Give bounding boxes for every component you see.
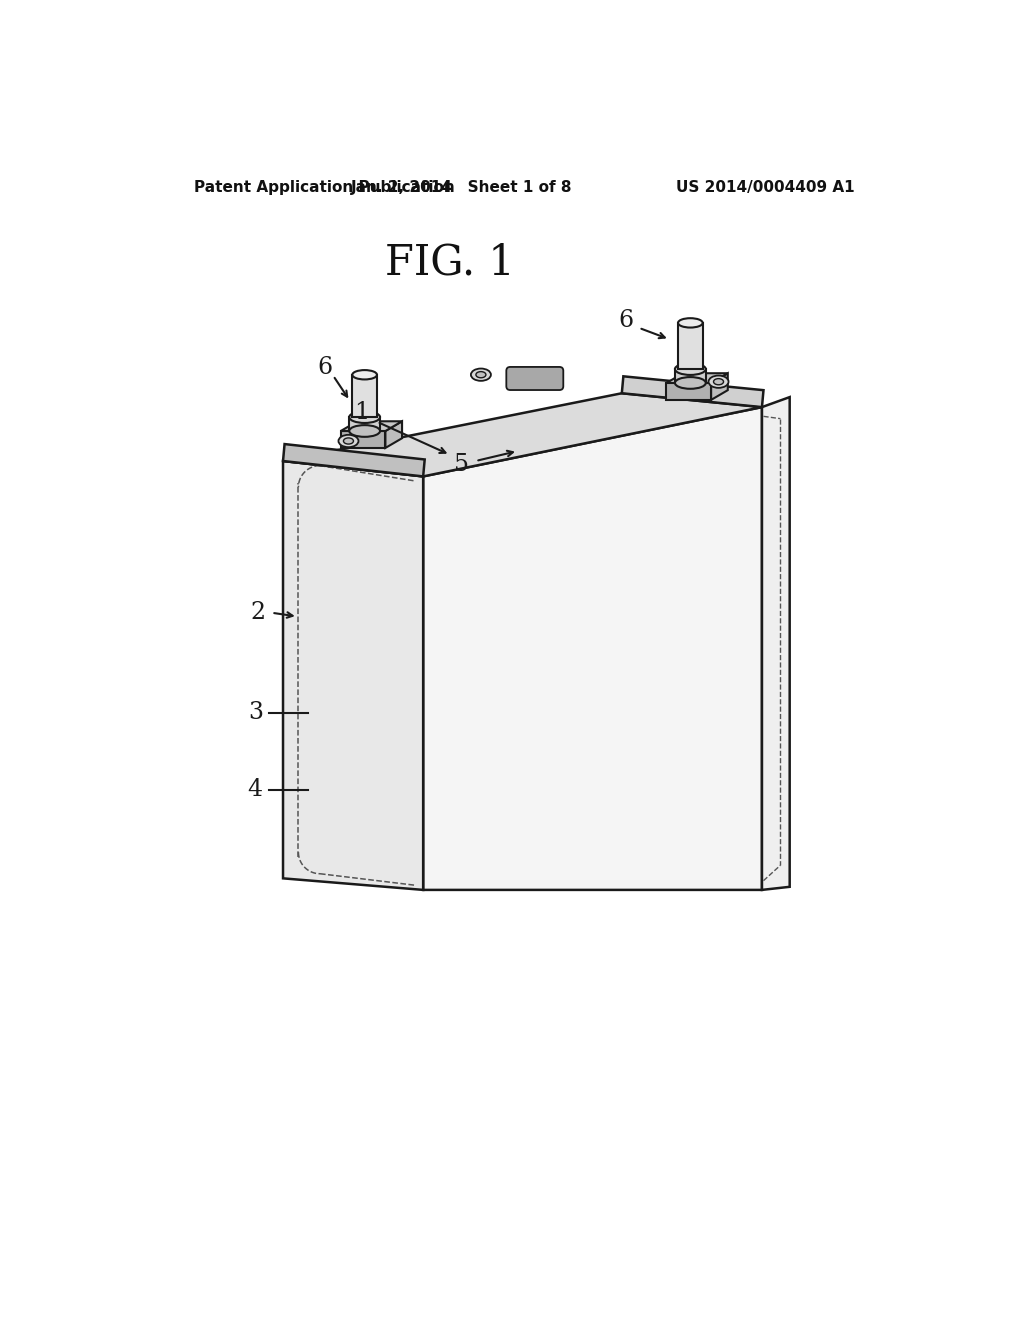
Text: 5: 5 bbox=[455, 453, 469, 477]
Text: 2: 2 bbox=[250, 601, 265, 624]
Ellipse shape bbox=[709, 376, 728, 388]
Polygon shape bbox=[283, 393, 762, 477]
Ellipse shape bbox=[675, 363, 706, 375]
Polygon shape bbox=[678, 323, 702, 370]
Polygon shape bbox=[675, 370, 706, 383]
Polygon shape bbox=[423, 407, 762, 890]
Ellipse shape bbox=[339, 434, 358, 447]
Polygon shape bbox=[283, 461, 423, 890]
Polygon shape bbox=[341, 430, 385, 447]
Ellipse shape bbox=[476, 372, 486, 378]
Ellipse shape bbox=[714, 379, 724, 385]
Text: 6: 6 bbox=[317, 356, 333, 379]
Polygon shape bbox=[341, 421, 402, 430]
Polygon shape bbox=[349, 417, 380, 430]
Text: 6: 6 bbox=[618, 309, 633, 331]
Text: Patent Application Publication: Patent Application Publication bbox=[194, 180, 455, 195]
Text: 3: 3 bbox=[248, 701, 263, 725]
Polygon shape bbox=[711, 374, 728, 400]
Polygon shape bbox=[385, 421, 402, 447]
Text: Jan. 2, 2014   Sheet 1 of 8: Jan. 2, 2014 Sheet 1 of 8 bbox=[351, 180, 572, 195]
Polygon shape bbox=[622, 376, 764, 407]
Ellipse shape bbox=[349, 425, 380, 437]
Polygon shape bbox=[667, 374, 728, 383]
Polygon shape bbox=[352, 375, 377, 417]
Text: 1: 1 bbox=[354, 401, 369, 424]
Ellipse shape bbox=[678, 318, 702, 327]
Polygon shape bbox=[667, 383, 711, 400]
Ellipse shape bbox=[349, 412, 380, 422]
Ellipse shape bbox=[352, 370, 377, 379]
Polygon shape bbox=[762, 397, 790, 890]
Polygon shape bbox=[283, 444, 425, 477]
FancyBboxPatch shape bbox=[506, 367, 563, 389]
Ellipse shape bbox=[675, 378, 706, 389]
Text: 4: 4 bbox=[248, 779, 263, 801]
Ellipse shape bbox=[471, 368, 490, 381]
Ellipse shape bbox=[343, 438, 353, 444]
Text: FIG. 1: FIG. 1 bbox=[385, 242, 515, 284]
Text: US 2014/0004409 A1: US 2014/0004409 A1 bbox=[676, 180, 854, 195]
